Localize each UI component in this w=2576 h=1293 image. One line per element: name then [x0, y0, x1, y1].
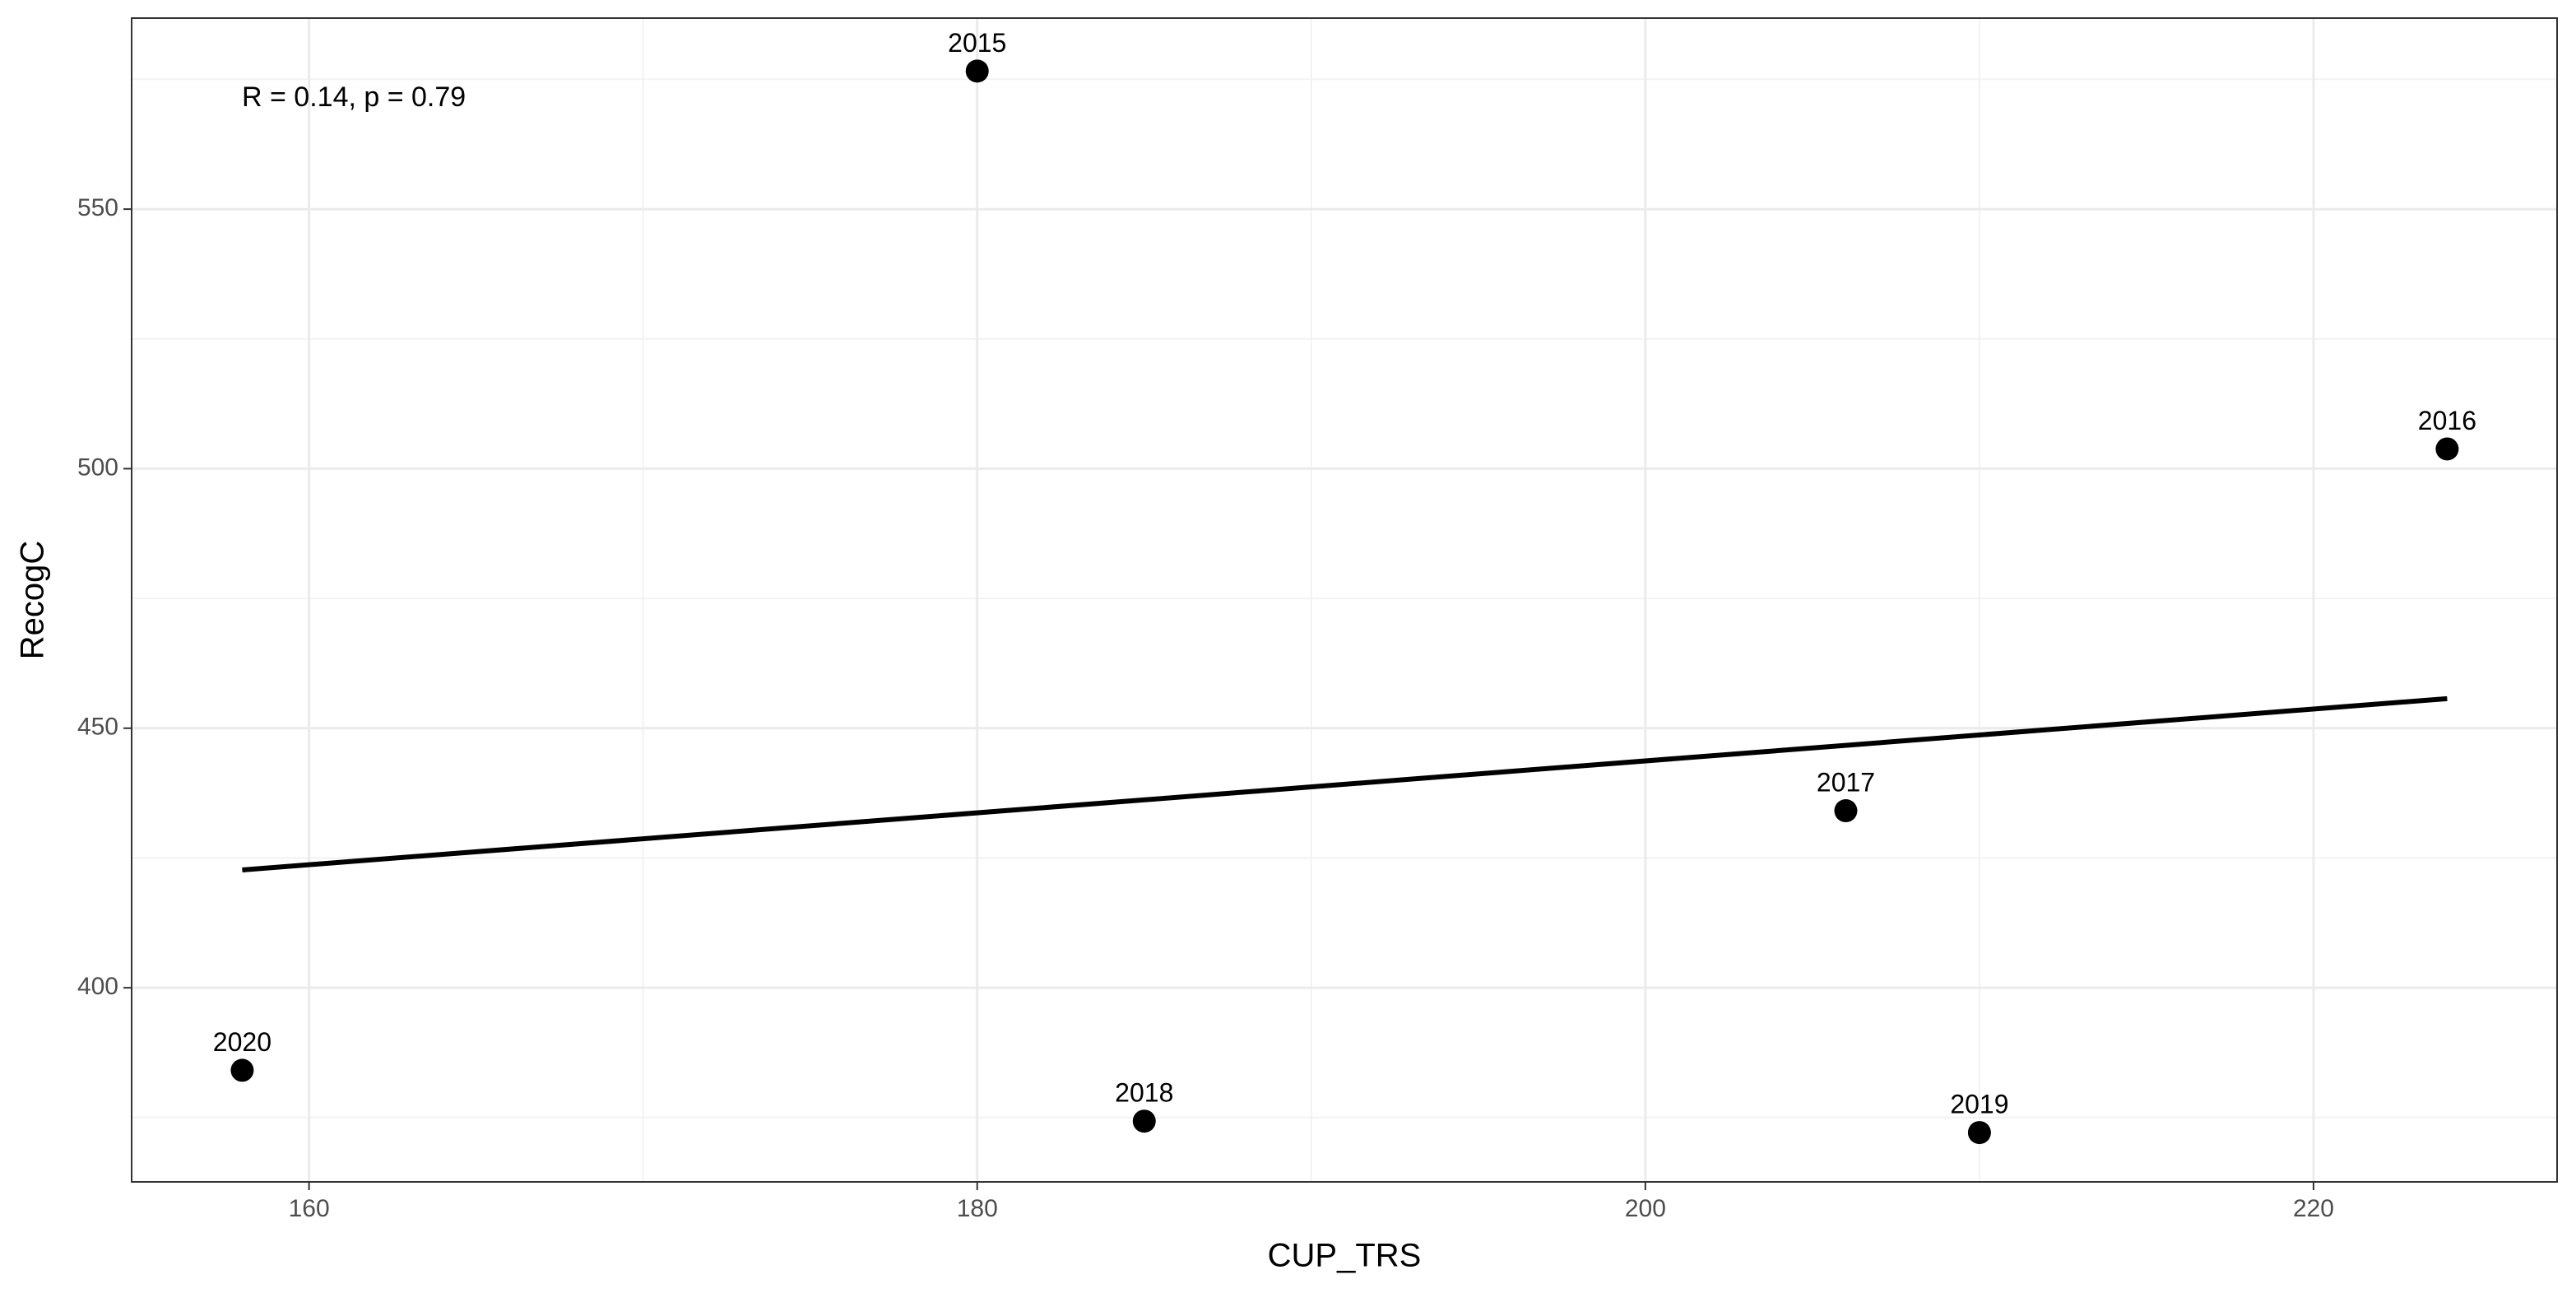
fit-line — [242, 695, 2448, 872]
point-label: 2019 — [1950, 1090, 2008, 1119]
x-tick-label: 160 — [289, 1195, 330, 1222]
point — [1132, 1109, 1156, 1133]
point — [1967, 1121, 1991, 1145]
x-axis-title: CUP_TRS — [1268, 1238, 1422, 1274]
y-tick-label: 500 — [77, 453, 118, 481]
y-tick-label: 550 — [77, 194, 118, 221]
plot-background — [132, 18, 2557, 1182]
point — [965, 59, 989, 83]
point-label: 2017 — [1817, 768, 1875, 798]
x-tick-label: 220 — [2293, 1195, 2334, 1222]
x-tick-label: 200 — [1625, 1195, 1666, 1222]
point-label: 2015 — [948, 28, 1006, 58]
point — [2435, 437, 2459, 461]
point-label: 2018 — [1115, 1078, 1173, 1108]
point-label: 2016 — [2418, 406, 2476, 435]
point — [1834, 799, 1858, 823]
x-tick-label: 180 — [957, 1195, 998, 1222]
point-label: 2020 — [213, 1027, 272, 1057]
y-axis-title: RecogC — [15, 541, 51, 660]
annotation: R = 0.14, p = 0.79 — [242, 81, 466, 113]
y-tick-label: 450 — [77, 714, 118, 741]
point — [230, 1058, 254, 1082]
y-tick-label: 400 — [77, 973, 118, 1000]
panel-border — [131, 17, 2558, 1183]
